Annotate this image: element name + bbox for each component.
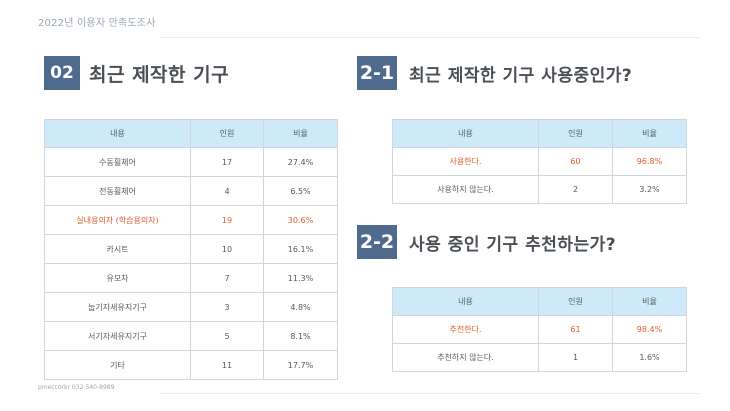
footer-divider	[160, 393, 700, 394]
section-recommend-device: 2-2 사용 중인 기구 추천하는가?	[357, 225, 616, 259]
survey-title: 2022년 이용자 만족도조사	[38, 18, 156, 29]
cell-content: 카시트	[44, 234, 191, 264]
cell-content: 전동휠체어	[44, 176, 191, 206]
cell-ratio: 11.3%	[263, 263, 338, 293]
table-row: 서기자세유지기구 5 8.1%	[44, 321, 338, 351]
column-header-ratio: 비율	[263, 119, 338, 148]
table-row: 수동휠체어 17 27.4%	[44, 147, 338, 177]
cell-content: 기타	[44, 350, 191, 380]
column-header-count: 인원	[538, 119, 613, 148]
table-row: 카시트 10 16.1%	[44, 234, 338, 264]
section-title: 최근 제작한 기구 사용중인가?	[409, 65, 633, 86]
cell-count: 19	[190, 205, 264, 235]
cell-content: 사용하지 않는다.	[392, 175, 539, 204]
column-header-ratio: 비율	[612, 119, 687, 148]
column-header-count: 인원	[190, 119, 264, 148]
cell-content: 실내용의자 (학습용의자)	[44, 205, 191, 235]
table-row: 기타 11 17.7%	[44, 350, 338, 380]
section-title: 사용 중인 기구 추천하는가?	[409, 234, 617, 255]
device-in-use-table: 내용 인원 비율 사용한다. 60 96.8% 사용하지 않는다. 2 3.2%	[392, 119, 687, 204]
cell-count: 11	[190, 350, 264, 380]
cell-ratio: 8.1%	[263, 321, 338, 351]
cell-ratio: 98.4%	[612, 315, 687, 344]
cell-content: 추천하지 않는다.	[392, 343, 539, 372]
table-header-row: 내용 인원 비율	[44, 119, 338, 148]
cell-ratio: 27.4%	[263, 147, 338, 177]
cell-count: 4	[190, 176, 264, 206]
cell-ratio: 4.8%	[263, 292, 338, 322]
cell-content: 추천한다.	[392, 315, 539, 344]
cell-count: 17	[190, 147, 264, 177]
column-header-count: 인원	[538, 287, 613, 316]
cell-content: 서기자세유지기구	[44, 321, 191, 351]
cell-ratio: 17.7%	[263, 350, 338, 380]
cell-ratio: 6.5%	[263, 176, 338, 206]
table-row: 사용하지 않는다. 2 3.2%	[392, 175, 687, 204]
cell-count: 10	[190, 234, 264, 264]
table-row: 추천한다. 61 98.4%	[392, 315, 687, 344]
table-row: 눕기자세유지기구 3 4.8%	[44, 292, 338, 322]
cell-ratio: 30.6%	[263, 205, 338, 235]
section-title: 최근 제작한 기구	[89, 63, 230, 86]
footer-contact: pmeccorkr 032-540-8989	[38, 384, 115, 391]
table-header-row: 내용 인원 비율	[392, 119, 687, 148]
table-row: 전동휠체어 4 6.5%	[44, 176, 338, 206]
cell-count: 61	[538, 315, 613, 344]
cell-count: 7	[190, 263, 264, 293]
table-row: 실내용의자 (학습용의자) 19 30.6%	[44, 205, 338, 235]
table-header-row: 내용 인원 비율	[392, 287, 687, 316]
cell-ratio: 16.1%	[263, 234, 338, 264]
cell-content: 눕기자세유지기구	[44, 292, 191, 322]
cell-content: 유모차	[44, 263, 191, 293]
cell-count: 3	[190, 292, 264, 322]
section-device-in-use: 2-1 최근 제작한 기구 사용중인가?	[357, 56, 632, 90]
section-number-badge: 02	[44, 56, 80, 90]
table-row: 유모차 7 11.3%	[44, 263, 338, 293]
section-recent-devices: 02 최근 제작한 기구	[44, 56, 229, 90]
section-number-badge: 2-1	[357, 56, 397, 90]
column-header-content: 내용	[392, 119, 539, 148]
cell-ratio: 3.2%	[612, 175, 687, 204]
section-number-badge: 2-2	[357, 225, 397, 259]
cell-count: 1	[538, 343, 613, 372]
cell-count: 60	[538, 147, 613, 176]
column-header-ratio: 비율	[612, 287, 687, 316]
column-header-content: 내용	[44, 119, 191, 148]
table-row: 사용한다. 60 96.8%	[392, 147, 687, 176]
column-header-content: 내용	[392, 287, 539, 316]
cell-count: 2	[538, 175, 613, 204]
cell-ratio: 96.8%	[612, 147, 687, 176]
table-row: 추천하지 않는다. 1 1.6%	[392, 343, 687, 372]
recommend-device-table: 내용 인원 비율 추천한다. 61 98.4% 추천하지 않는다. 1 1.6%	[392, 287, 687, 372]
cell-content: 사용한다.	[392, 147, 539, 176]
recent-devices-table: 내용 인원 비율 수동휠체어 17 27.4% 전동휠체어 4 6.5% 실내용…	[44, 119, 338, 380]
header-divider	[160, 37, 700, 38]
cell-content: 수동휠체어	[44, 147, 191, 177]
cell-count: 5	[190, 321, 264, 351]
cell-ratio: 1.6%	[612, 343, 687, 372]
